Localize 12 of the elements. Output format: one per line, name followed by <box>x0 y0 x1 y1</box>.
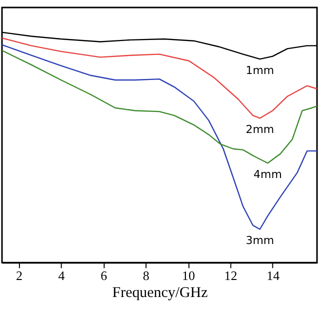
x-axis-title: Frequency/GHz <box>112 285 208 302</box>
series-label: 2mm <box>246 123 274 136</box>
x-tick-label: 4 <box>58 268 66 284</box>
x-tick-label: 12 <box>224 268 238 284</box>
series-label: 3mm <box>246 234 274 248</box>
series-label: 1mm <box>246 64 274 77</box>
x-tick-label: 8 <box>142 268 150 284</box>
x-tick-label: 2 <box>16 268 22 284</box>
x-tick-label: 14 <box>266 268 280 284</box>
x-tick-label: 10 <box>182 268 195 284</box>
x-tick-label: 6 <box>100 268 108 284</box>
series-label: 4mm <box>254 168 282 182</box>
